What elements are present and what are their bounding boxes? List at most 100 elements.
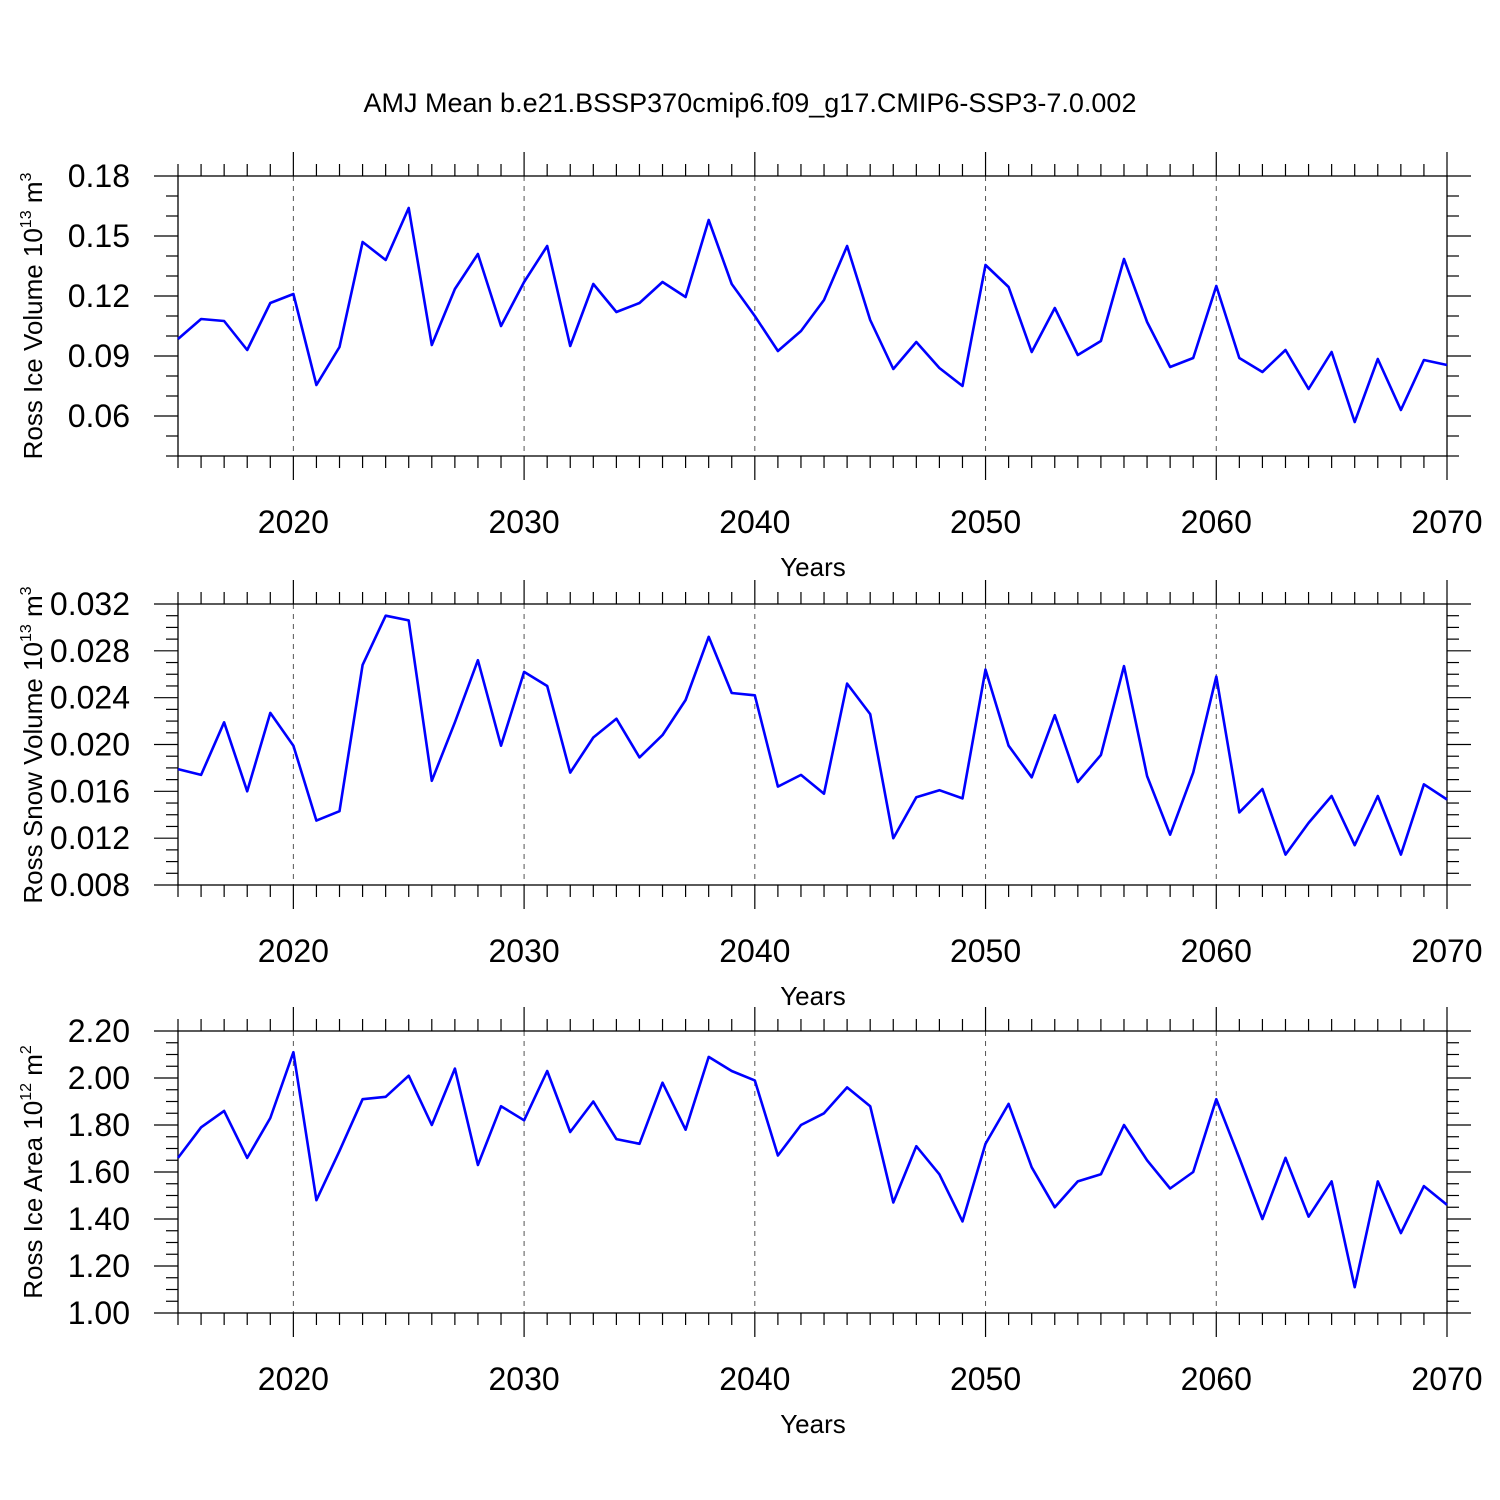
data-point bbox=[176, 767, 180, 771]
data-point bbox=[476, 252, 480, 256]
data-point bbox=[707, 218, 711, 222]
x-axis-label: Years bbox=[780, 981, 846, 1011]
data-point bbox=[776, 1154, 780, 1158]
data-point bbox=[1191, 771, 1195, 775]
data-point bbox=[661, 1081, 665, 1085]
data-point bbox=[222, 319, 226, 323]
data-point bbox=[268, 301, 272, 305]
data-point bbox=[753, 314, 757, 318]
data-point bbox=[314, 1198, 318, 1202]
y-tick-label: 1.40 bbox=[68, 1201, 130, 1237]
series-line bbox=[176, 1050, 1448, 1289]
data-point bbox=[1007, 285, 1011, 289]
data-point bbox=[361, 1097, 365, 1101]
y-tick-label: 0.028 bbox=[50, 633, 130, 669]
y-tick-label: 1.00 bbox=[68, 1295, 130, 1331]
data-point bbox=[730, 691, 734, 695]
data-point bbox=[984, 1142, 988, 1146]
x-tick-label: 2060 bbox=[1181, 933, 1252, 969]
data-point bbox=[914, 1144, 918, 1148]
data-point bbox=[1445, 798, 1449, 802]
data-point bbox=[1330, 794, 1334, 798]
x-tick-label: 2050 bbox=[950, 504, 1021, 540]
data-point bbox=[614, 310, 618, 314]
data-point bbox=[914, 795, 918, 799]
data-point bbox=[338, 809, 342, 813]
data-point bbox=[637, 755, 641, 759]
data-point bbox=[799, 1123, 803, 1127]
data-point bbox=[637, 1142, 641, 1146]
data-point bbox=[453, 720, 457, 724]
data-point bbox=[661, 733, 665, 737]
data-point bbox=[684, 698, 688, 702]
data-point bbox=[1191, 1170, 1195, 1174]
data-point bbox=[199, 1125, 203, 1129]
data-point bbox=[176, 1156, 180, 1160]
data-point bbox=[291, 744, 295, 748]
data-point bbox=[1422, 358, 1426, 362]
data-point bbox=[776, 785, 780, 789]
data-point bbox=[1422, 782, 1426, 786]
data-point bbox=[891, 1201, 895, 1205]
y-tick-label: 0.008 bbox=[50, 867, 130, 903]
x-tick-label: 2050 bbox=[950, 933, 1021, 969]
data-point bbox=[1191, 356, 1195, 360]
data-point bbox=[384, 1095, 388, 1099]
y-tick-label: 0.012 bbox=[50, 820, 130, 856]
x-tick-label: 2070 bbox=[1411, 504, 1482, 540]
x-tick-label: 2040 bbox=[719, 1361, 790, 1397]
data-point bbox=[1122, 1123, 1126, 1127]
y-tick-label: 0.12 bbox=[68, 278, 130, 314]
data-point bbox=[1283, 348, 1287, 352]
data-point bbox=[1122, 664, 1126, 668]
data-point bbox=[1399, 1231, 1403, 1235]
data-point bbox=[314, 819, 318, 823]
data-point bbox=[845, 682, 849, 686]
data-point bbox=[1122, 257, 1126, 261]
y-tick-label: 0.09 bbox=[68, 338, 130, 374]
data-point bbox=[1353, 1285, 1357, 1289]
x-axis-label: Years bbox=[780, 552, 846, 582]
data-point bbox=[430, 1123, 434, 1127]
plot-frame bbox=[177, 603, 1448, 886]
data-point bbox=[1099, 753, 1103, 757]
data-point bbox=[1260, 787, 1264, 791]
data-point bbox=[1376, 1179, 1380, 1183]
data-point bbox=[614, 1137, 618, 1141]
y-axis-label: Ross Snow Volume 1013 m3 bbox=[18, 586, 48, 903]
data-point bbox=[476, 658, 480, 662]
series-line bbox=[177, 206, 1448, 424]
data-point bbox=[545, 244, 549, 248]
data-point bbox=[1099, 339, 1103, 343]
data-point bbox=[707, 1055, 711, 1059]
x-tick-label: 2070 bbox=[1411, 1361, 1482, 1397]
data-point bbox=[1330, 350, 1334, 354]
data-point bbox=[476, 1163, 480, 1167]
data-point bbox=[522, 280, 526, 284]
data-point bbox=[1053, 1205, 1057, 1209]
data-point bbox=[637, 301, 641, 305]
data-point bbox=[1168, 833, 1172, 837]
data-point bbox=[1283, 1156, 1287, 1160]
data-point bbox=[730, 1069, 734, 1073]
data-point bbox=[822, 1111, 826, 1115]
data-point bbox=[1145, 1158, 1149, 1162]
data-point bbox=[1030, 1165, 1034, 1169]
data-point bbox=[1376, 357, 1380, 361]
data-point bbox=[1076, 780, 1080, 784]
y-tick-label: 0.06 bbox=[68, 398, 130, 434]
data-point bbox=[1307, 821, 1311, 825]
y-axis-label: Ross Ice Volume 1013 m3 bbox=[18, 172, 48, 459]
y-axis-label: Ross Ice Area 1012 m2 bbox=[18, 1045, 48, 1299]
data-point bbox=[1214, 284, 1218, 288]
data-point bbox=[1237, 356, 1241, 360]
x-tick-label: 2040 bbox=[719, 933, 790, 969]
data-point bbox=[960, 796, 964, 800]
data-point bbox=[960, 384, 964, 388]
x-tick-label: 2030 bbox=[488, 504, 559, 540]
x-tick-label: 2030 bbox=[488, 1361, 559, 1397]
y-tick-label: 1.20 bbox=[68, 1248, 130, 1284]
y-tick-label: 1.60 bbox=[68, 1154, 130, 1190]
data-point bbox=[545, 1069, 549, 1073]
